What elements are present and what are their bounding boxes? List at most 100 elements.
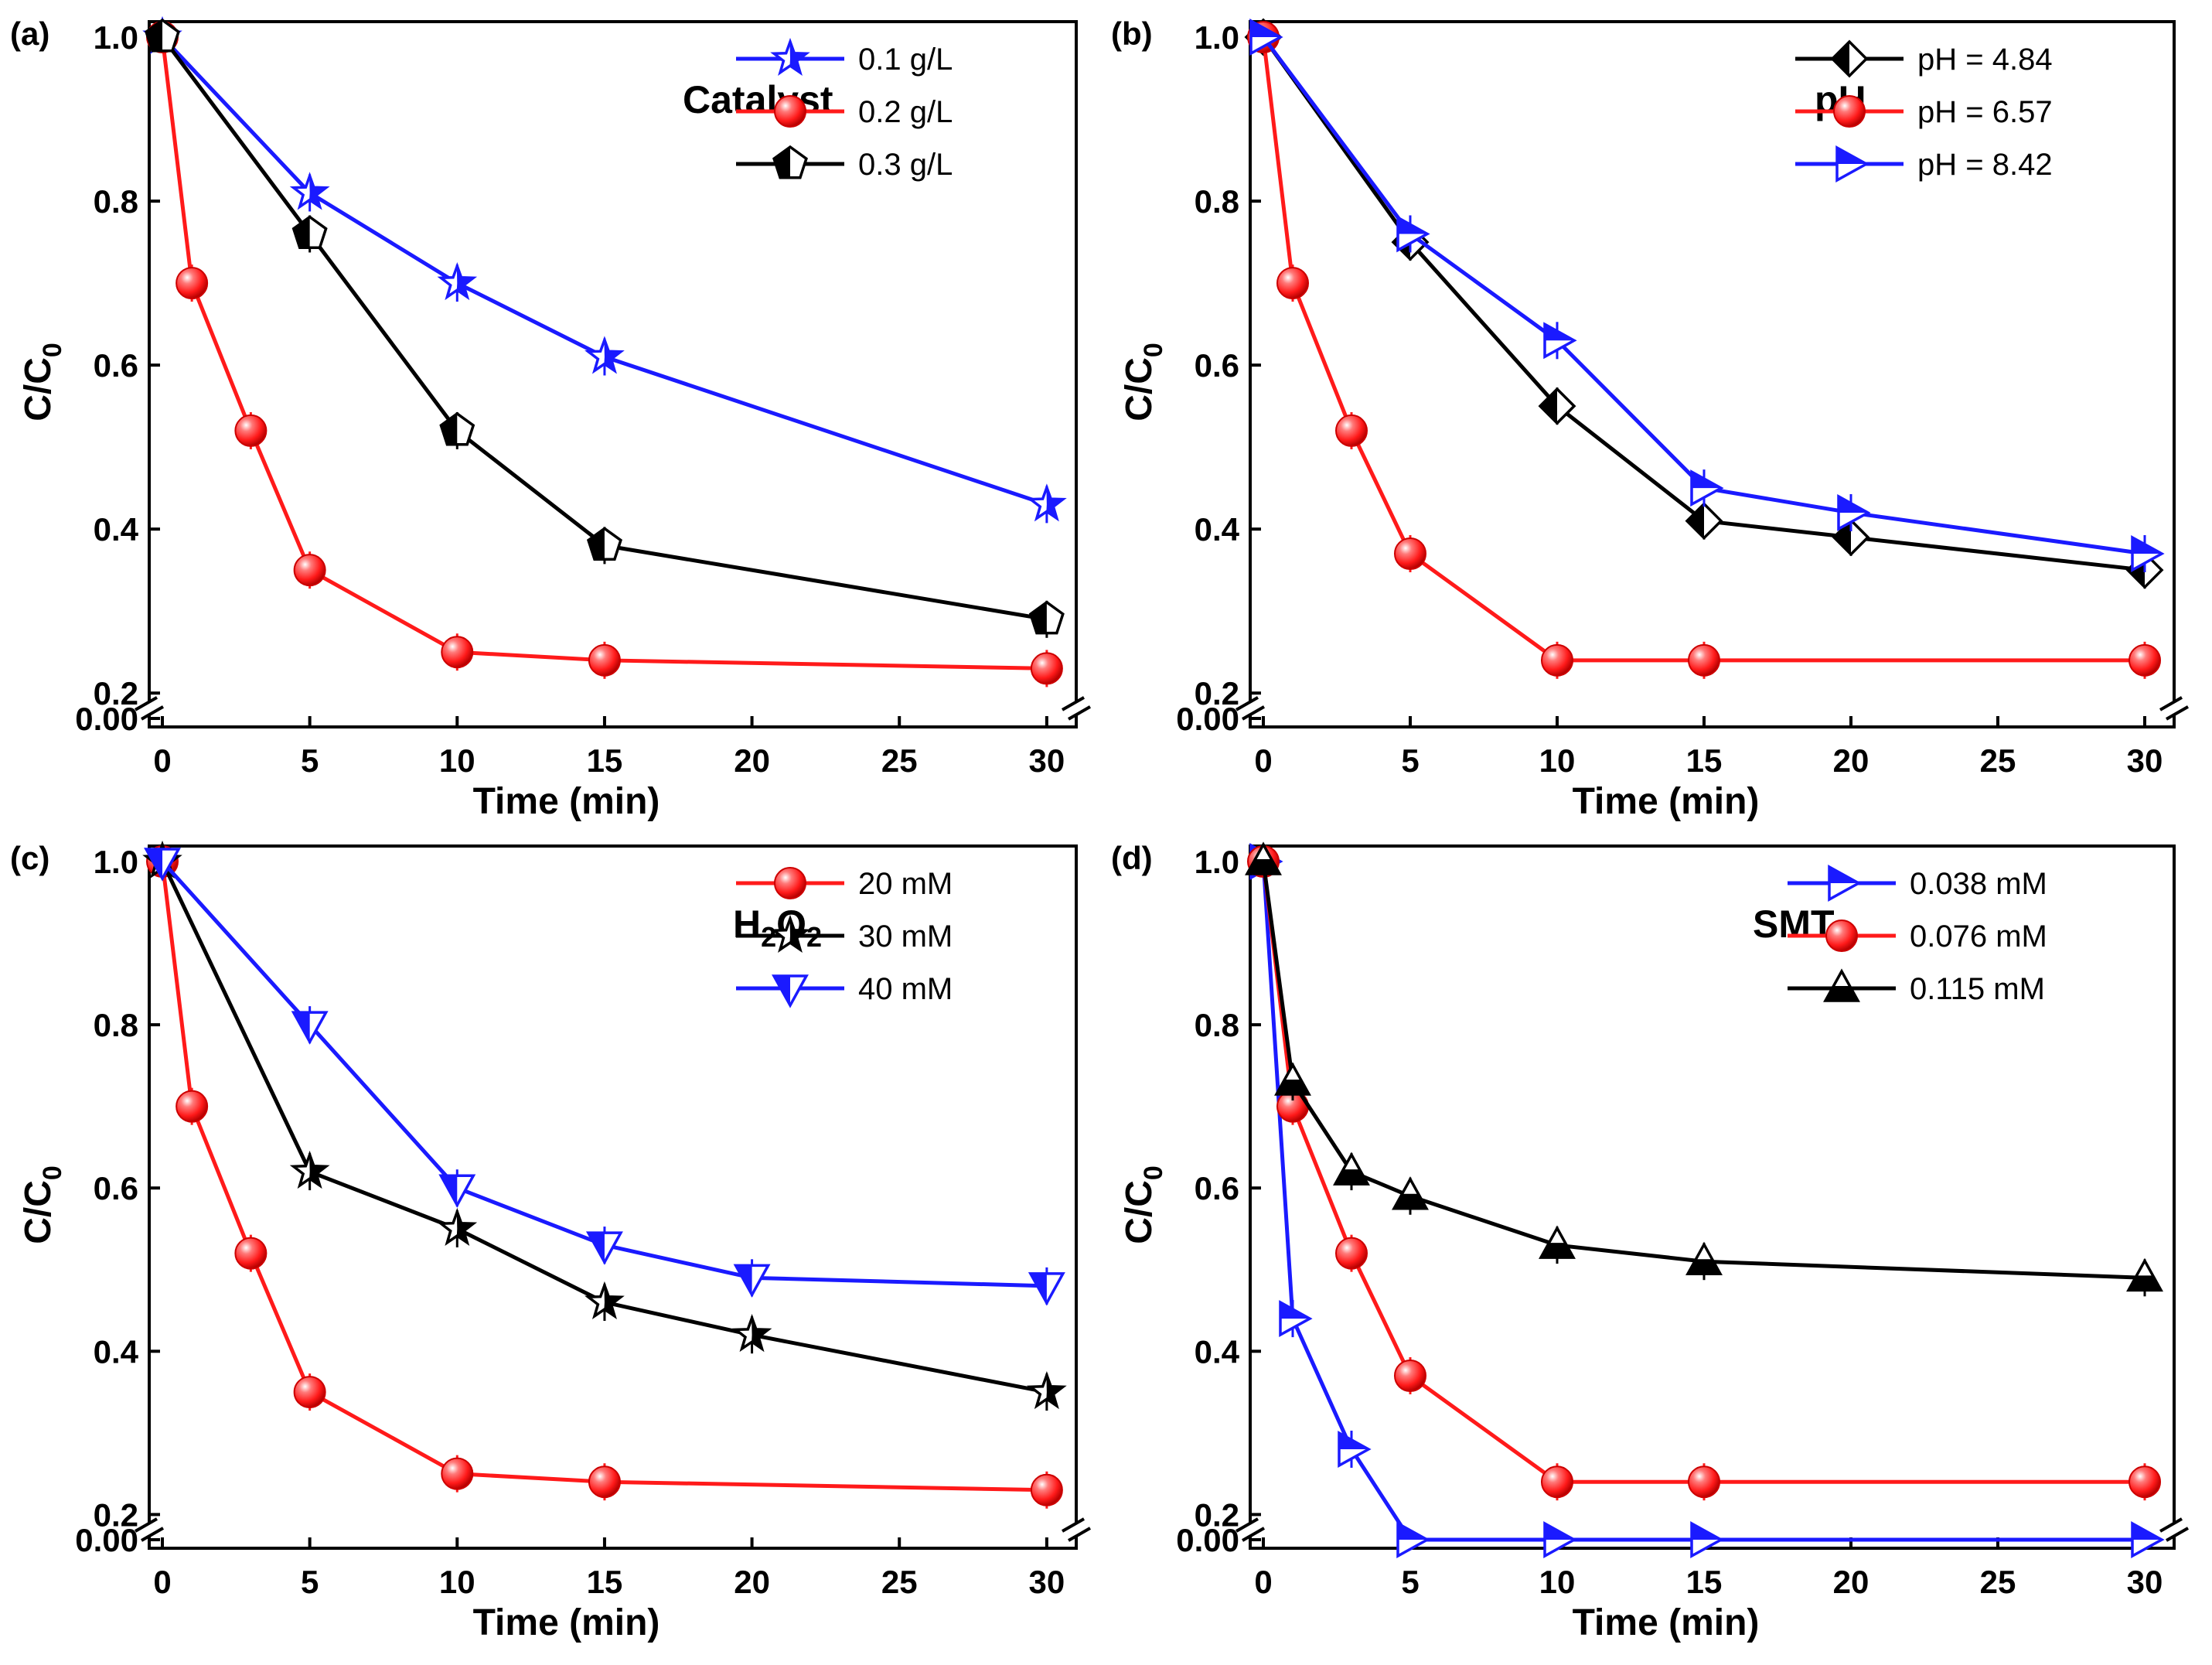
- x-tick-label: 20: [734, 742, 770, 779]
- y-tick-label: 0.4: [94, 511, 139, 548]
- x-tick-label: 5: [301, 742, 319, 779]
- data-point: [1690, 1521, 1724, 1558]
- data-point: [585, 336, 625, 374]
- data-point: [1685, 502, 1723, 541]
- legend-entry: 20 mM: [736, 867, 953, 901]
- series-2: [1245, 841, 2163, 1297]
- legend-entry: 0.2 g/L: [736, 95, 953, 129]
- y-tick-label: 0.2: [1195, 675, 1239, 711]
- legend-entry: 0.3 g/L: [736, 145, 953, 182]
- plot-frame: [148, 844, 1078, 1550]
- data-point: [1333, 1152, 1370, 1186]
- x-tick-label: 0: [1254, 742, 1272, 779]
- data-point: [586, 527, 622, 561]
- panel-label: (c): [10, 840, 49, 876]
- series-line: [160, 860, 1048, 1394]
- legend-entry: 0.115 mM: [1788, 968, 2045, 1006]
- data-point: [291, 1011, 329, 1045]
- series-2: [145, 18, 1065, 638]
- x-tick-label: 10: [439, 1564, 475, 1600]
- series-line: [1261, 36, 2145, 663]
- panel-title: Catalyst: [683, 78, 833, 121]
- legend-marker: [1830, 39, 1869, 78]
- x-axis-title: Time (min): [473, 1602, 660, 1643]
- axis-break-mark: [141, 1527, 164, 1542]
- legend-label: pH = 8.42: [1917, 148, 2053, 182]
- y-tick-label: 0.6: [1195, 1170, 1239, 1206]
- data-point: [1538, 387, 1576, 425]
- axis-break-mark: [135, 1517, 158, 1533]
- legend-marker: [774, 867, 806, 899]
- legend-label: 20 mM: [858, 867, 953, 901]
- y-axis-title: C/C0: [18, 343, 67, 421]
- axis-break-mark: [135, 696, 158, 711]
- y-tick-label: 0.4: [94, 1333, 139, 1370]
- series-line: [1261, 861, 2145, 1542]
- panel-label: (d): [1111, 840, 1153, 876]
- y-tick-label: 1.0: [1195, 19, 1239, 56]
- data-point: [1543, 322, 1577, 360]
- axis-break-mark: [2166, 1527, 2189, 1542]
- data-point: [585, 1231, 623, 1265]
- data-point: [1688, 643, 1720, 677]
- axis-break-mark: [1062, 1517, 1085, 1533]
- x-tick-label: 10: [1539, 1564, 1576, 1600]
- y-tick-label: 1.0: [1195, 844, 1239, 880]
- plot-frame: [1249, 20, 2176, 728]
- series-0: [146, 845, 1063, 1509]
- data-point: [2128, 643, 2161, 677]
- x-tick-label: 20: [734, 1564, 770, 1600]
- legend-label: pH = 4.84: [1917, 43, 2053, 77]
- panel-title: H2O2: [733, 902, 822, 953]
- data-point: [1030, 652, 1063, 685]
- x-tick-label: 0: [153, 742, 171, 779]
- y-tick-label: 0.8: [1195, 1007, 1239, 1043]
- data-point: [1832, 518, 1870, 557]
- data-point: [1685, 1241, 1723, 1275]
- x-tick-label: 25: [881, 1564, 918, 1600]
- axis-break-mark: [1242, 705, 1265, 721]
- legend-marker: [772, 145, 808, 179]
- axis-break-mark: [1236, 1517, 1259, 1533]
- series-2: [1249, 19, 2165, 572]
- x-tick-label: 20: [1833, 742, 1869, 779]
- data-point: [1335, 414, 1368, 447]
- data-point: [441, 1457, 474, 1490]
- x-tick-label: 30: [1029, 742, 1065, 779]
- data-point: [234, 1237, 268, 1270]
- plot-frame: [148, 20, 1078, 728]
- data-point: [733, 1264, 771, 1298]
- y-axis-title: C/C0: [1119, 1165, 1168, 1244]
- data-point: [145, 18, 180, 53]
- axis-break-mark: [2159, 696, 2183, 711]
- data-point: [1396, 215, 1430, 253]
- data-point: [439, 411, 475, 446]
- x-tick-label: 25: [1980, 742, 2016, 779]
- panel-label: (a): [10, 15, 49, 52]
- x-axis-title: Time (min): [473, 781, 660, 822]
- y-tick-label: 0.2: [94, 1496, 138, 1533]
- axis-break-mark: [1062, 696, 1085, 711]
- legend-label: 0.115 mM: [1910, 972, 2045, 1006]
- data-point: [441, 636, 474, 669]
- data-point: [588, 1465, 621, 1499]
- y-axis-title: C/C0: [1119, 343, 1168, 421]
- legend-entry: 0.1 g/L: [736, 37, 953, 77]
- data-point: [293, 554, 326, 587]
- data-point: [1690, 469, 1724, 507]
- legend-entry: pH = 8.42: [1795, 145, 2053, 183]
- data-point: [2126, 1257, 2163, 1292]
- data-point: [1276, 267, 1309, 300]
- legend-label: 0.2 g/L: [858, 95, 953, 129]
- legend-label: 30 mM: [858, 920, 953, 954]
- data-point: [1030, 1473, 1063, 1506]
- panel-title: SMT: [1753, 902, 1835, 946]
- legend-marker: [1825, 920, 1858, 952]
- legend-label: pH = 6.57: [1917, 95, 2053, 129]
- y-tick-label: 0.2: [94, 675, 138, 711]
- panel-label: (b): [1111, 15, 1153, 52]
- axis-break-mark: [1236, 696, 1259, 711]
- axis-break-mark: [1242, 1527, 1265, 1542]
- y-tick-label: 0.8: [94, 183, 138, 220]
